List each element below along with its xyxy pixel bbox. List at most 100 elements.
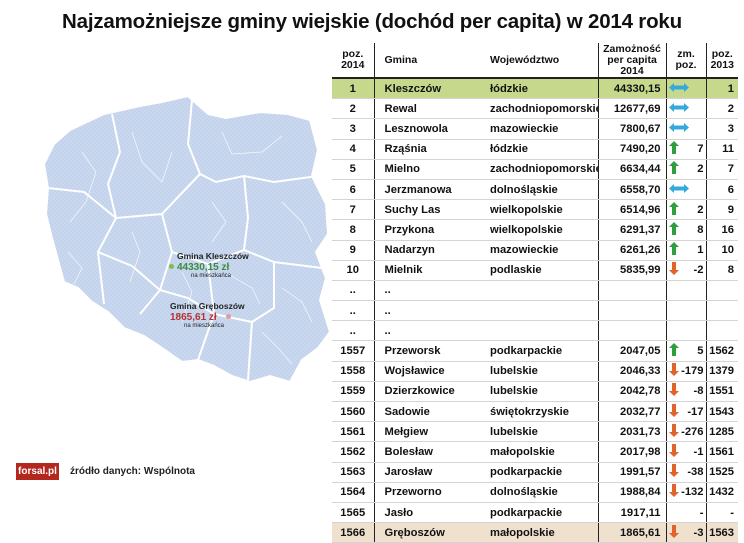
cell-voivodeship: mazowieckie xyxy=(484,118,599,140)
cell-name: .. xyxy=(374,280,484,302)
cell-rank: 2 xyxy=(332,98,375,120)
arrow-both-icon xyxy=(668,183,691,196)
greboszow-label: Gmina Gręboszów xyxy=(170,301,245,311)
arrow-up-icon xyxy=(668,343,691,359)
cell-income: 2046,33 xyxy=(598,361,667,382)
cell-name: Przeworsk xyxy=(374,340,484,362)
cell-voivodeship: podlaskie xyxy=(484,260,599,281)
cell-voivodeship: dolnośląskie xyxy=(484,179,599,201)
cell-name: Lesznowola xyxy=(374,118,484,140)
cell-prev: 1543 xyxy=(706,401,738,423)
ranking-table: poz. 2014 Gmina Województwo Zamożność pe… xyxy=(332,43,738,543)
cell-change-value: 2 xyxy=(697,203,704,216)
cell-voivodeship: wielkopolskie xyxy=(484,199,599,221)
cell-voivodeship: lubelskie xyxy=(484,421,599,443)
cell-voivodeship: podkarpackie xyxy=(484,462,599,483)
cell-prev xyxy=(706,280,738,302)
arrow-both-icon xyxy=(668,82,691,95)
cell-name: Wojsławice xyxy=(374,361,484,382)
poland-map xyxy=(12,92,338,392)
cell-rank: 10 xyxy=(332,260,375,281)
cell-income: 1988,84 xyxy=(598,482,667,503)
cell-voivodeship: zachodniopomorskie xyxy=(484,98,599,120)
cell-prev xyxy=(706,300,738,322)
table-row: 1564 Przeworno dolnośląskie 1988,84 -132 1432 xyxy=(332,482,738,503)
cell-change-value: -38 xyxy=(687,466,704,479)
table-row: 2 Rewal zachodniopomorskie 12677,69 2 xyxy=(332,98,738,120)
cell-income: 5835,99 xyxy=(598,260,667,281)
cell-name: Suchy Las xyxy=(374,199,484,221)
cell-rank: 4 xyxy=(332,139,375,160)
cell-change xyxy=(666,280,707,302)
cell-income xyxy=(598,280,667,302)
cell-prev: 8 xyxy=(706,260,738,281)
cell-rank: 1565 xyxy=(332,502,375,524)
cell-income: 6634,44 xyxy=(598,159,667,180)
cell-income: 1865,61 xyxy=(598,522,667,543)
cell-change-value: 8 xyxy=(697,223,704,236)
cell-change-value: -8 xyxy=(693,385,704,398)
cell-name: Jerzmanowa xyxy=(374,179,484,201)
cell-name: Jarosław xyxy=(374,462,484,483)
cell-income: 2047,05 xyxy=(598,340,667,362)
table-row: .... xyxy=(332,280,738,302)
cell-rank: 8 xyxy=(332,219,375,241)
cell-rank: 1560 xyxy=(332,401,375,423)
col-header-change: zm. poz. xyxy=(666,43,707,79)
cell-rank: 7 xyxy=(332,199,375,221)
cell-income: 12677,69 xyxy=(598,98,667,120)
cell-income: 7490,20 xyxy=(598,139,667,160)
arrow-up-icon xyxy=(668,242,691,258)
cell-voivodeship: wielkopolskie xyxy=(484,219,599,241)
table-row: 1 Kleszczów łódzkie 44330,15 1 xyxy=(332,78,738,100)
cell-prev: - xyxy=(706,502,738,524)
cell-name: Mielno xyxy=(374,159,484,180)
col-header-voivodeship: Województwo xyxy=(484,43,599,79)
cell-name: Nadarzyn xyxy=(374,240,484,261)
col-header-income: Zamożność per capita 2014 xyxy=(598,43,667,79)
cell-rank: 3 xyxy=(332,118,375,140)
cell-prev xyxy=(706,320,738,342)
arrow-up-icon xyxy=(668,141,691,157)
cell-change-value: -2 xyxy=(693,264,704,277)
table-row: 10 Mielnik podlaskie 5835,99 -2 8 xyxy=(332,260,738,281)
cell-change: -276 xyxy=(666,421,707,443)
cell-voivodeship: małopolskie xyxy=(484,441,599,463)
cell-change-value: 2 xyxy=(697,163,704,176)
table-body: 1 Kleszczów łódzkie 44330,15 1 2 Rewal zachodni… xyxy=(332,78,738,543)
cell-rank: 1566 xyxy=(332,522,375,543)
greboszow-annotation: Gmina Gręboszów 1865,61 zł na mieszkańca xyxy=(170,301,245,330)
cell-voivodeship: podkarpackie xyxy=(484,502,599,524)
cell-rank: 1 xyxy=(332,78,375,100)
kleszczow-marker xyxy=(169,264,174,269)
cell-voivodeship: małopolskie xyxy=(484,522,599,543)
cell-rank: 1562 xyxy=(332,441,375,463)
cell-income: 6558,70 xyxy=(598,179,667,201)
cell-change-value: -276 xyxy=(681,425,704,438)
table-row: 1565 Jasło podkarpackie 1917,11 - - xyxy=(332,502,738,524)
table-row: 9 Nadarzyn mazowieckie 6261,26 1 10 xyxy=(332,240,738,261)
cell-change-value: -1 xyxy=(693,445,704,458)
cell-change-value: - xyxy=(699,506,704,519)
cell-name: Mielnik xyxy=(374,260,484,281)
cell-change: -17 xyxy=(666,401,707,423)
cell-rank: 9 xyxy=(332,240,375,261)
cell-rank: 1558 xyxy=(332,361,375,382)
cell-change: 1 xyxy=(666,240,707,261)
cell-income: 7800,67 xyxy=(598,118,667,140)
cell-prev: 1562 xyxy=(706,340,738,362)
cell-prev: 2 xyxy=(706,98,738,120)
cell-name: .. xyxy=(374,300,484,322)
table-row: 8 Przykona wielkopolskie 6291,37 8 16 xyxy=(332,219,738,241)
cell-change-value: 7 xyxy=(697,143,704,156)
greboszow-value: 1865,61 zł xyxy=(170,311,217,323)
cell-rank: 6 xyxy=(332,179,375,201)
table-row: 6 Jerzmanowa dolnośląskie 6558,70 6 xyxy=(332,179,738,201)
cell-change: -1 xyxy=(666,441,707,463)
arrow-up-icon xyxy=(668,201,691,218)
kleszczow-sub: na mieszkańca xyxy=(191,273,232,280)
cell-voivodeship xyxy=(484,320,599,342)
forsal-logo[interactable]: forsal.pl xyxy=(16,463,59,480)
cell-prev: 3 xyxy=(706,118,738,140)
arrow-down-icon xyxy=(668,363,682,379)
